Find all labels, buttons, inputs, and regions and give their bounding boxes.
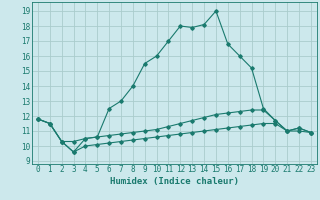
X-axis label: Humidex (Indice chaleur): Humidex (Indice chaleur)	[110, 177, 239, 186]
